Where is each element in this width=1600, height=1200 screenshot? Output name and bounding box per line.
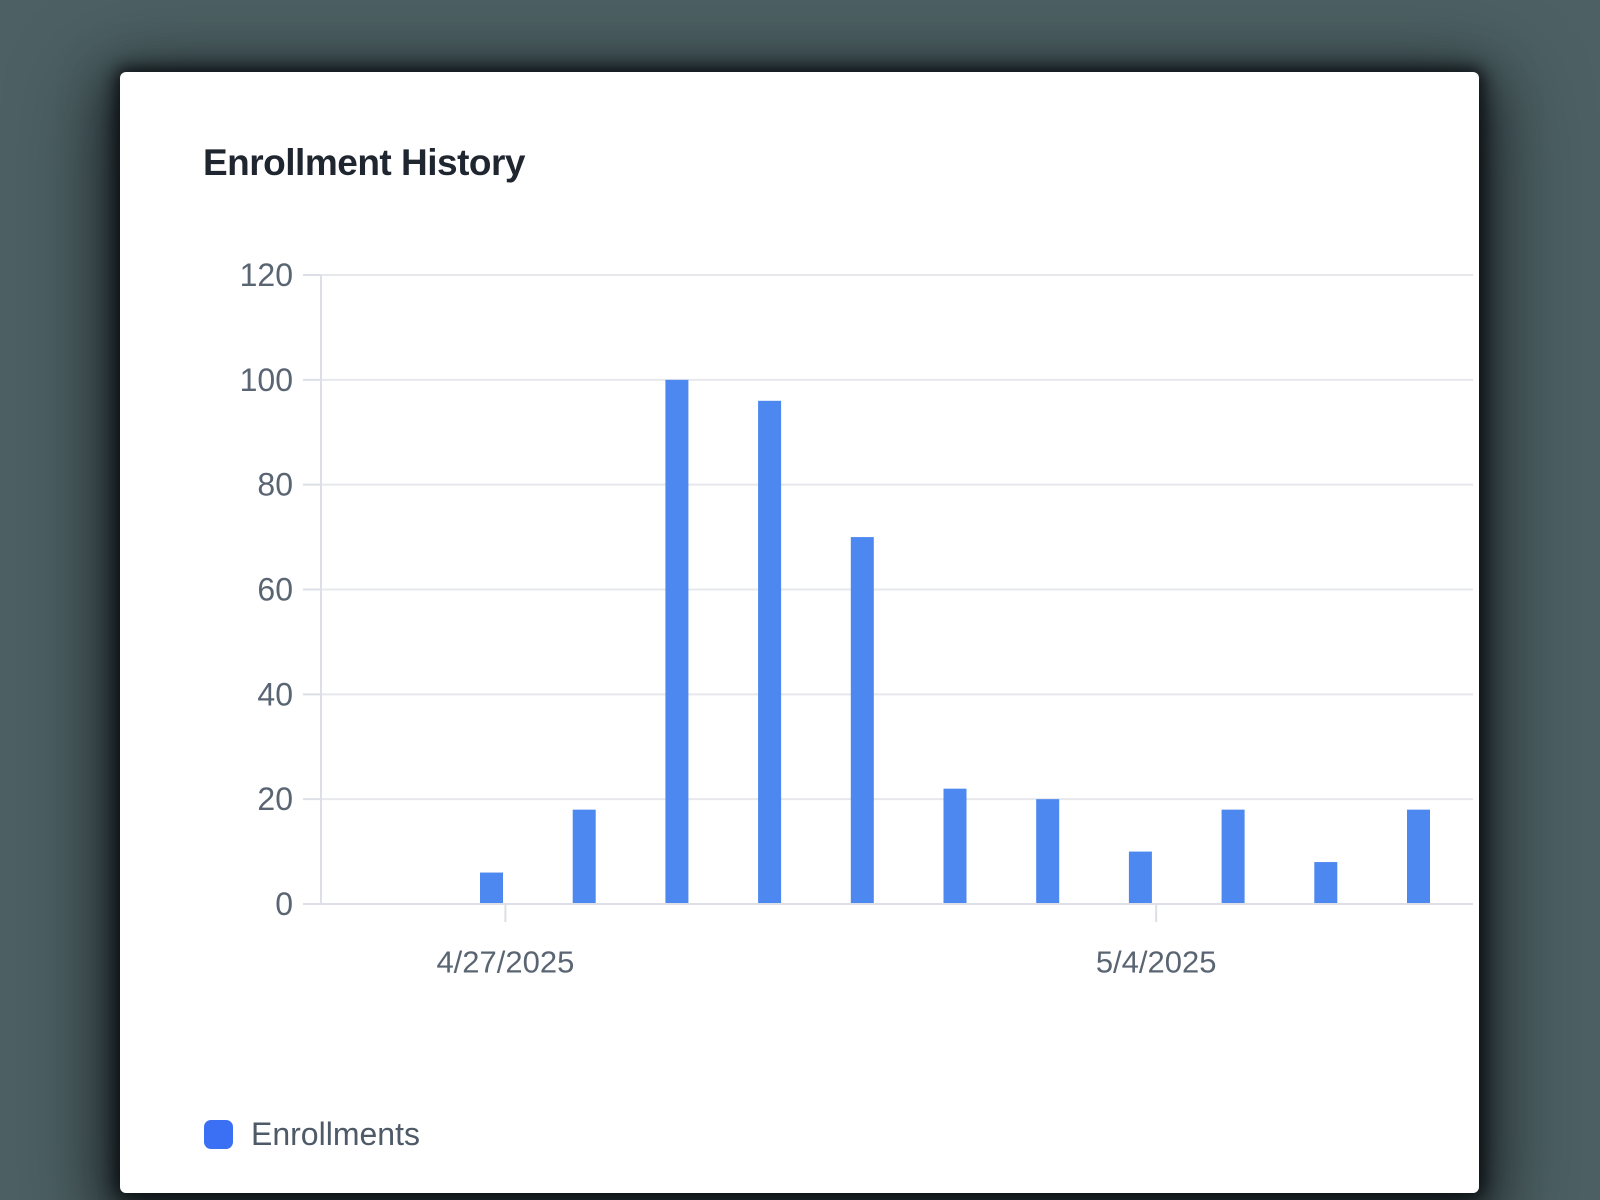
y-axis-label-20: 20 <box>257 781 293 817</box>
bar-enrollments-5[interactable] <box>943 788 967 904</box>
chart-title: Enrollment History <box>203 142 526 183</box>
enrollment-history-chart: 0 20 40 60 80 100 120 4/27/2025 5/4/2025 <box>240 257 1473 980</box>
legend-item-enrollments[interactable]: Enrollments <box>204 1116 420 1153</box>
bar-enrollments-1[interactable] <box>572 809 596 904</box>
x-axis-label-0: 4/27/2025 <box>436 945 574 980</box>
bar-enrollments-10[interactable] <box>1407 809 1430 904</box>
y-axis-label-40: 40 <box>257 676 293 712</box>
enrollment-history-card: Enrollment History 0 20 40 60 80 100 120 4/27/2… <box>120 72 1479 1193</box>
chart-legend: Enrollments <box>204 1116 420 1153</box>
bar-enrollments-8[interactable] <box>1221 809 1245 904</box>
bar-enrollments-6[interactable] <box>1036 799 1060 904</box>
y-axis-label-60: 60 <box>257 572 293 608</box>
y-axis-label-100: 100 <box>240 362 293 398</box>
bar-enrollments-4[interactable] <box>850 537 874 904</box>
bar-enrollments-9[interactable] <box>1314 862 1338 904</box>
y-axis-label-80: 80 <box>257 467 293 503</box>
legend-swatch <box>204 1120 233 1149</box>
bar-enrollments-0[interactable] <box>480 872 503 904</box>
y-axis-label-120: 120 <box>240 257 293 293</box>
bar-enrollments-7[interactable] <box>1128 851 1152 904</box>
bar-enrollments-3[interactable] <box>758 400 782 904</box>
bar-enrollments-2[interactable] <box>665 379 689 904</box>
y-axis-label-0: 0 <box>275 886 293 922</box>
legend-label: Enrollments <box>251 1116 420 1152</box>
x-axis-label-1: 5/4/2025 <box>1096 945 1217 980</box>
